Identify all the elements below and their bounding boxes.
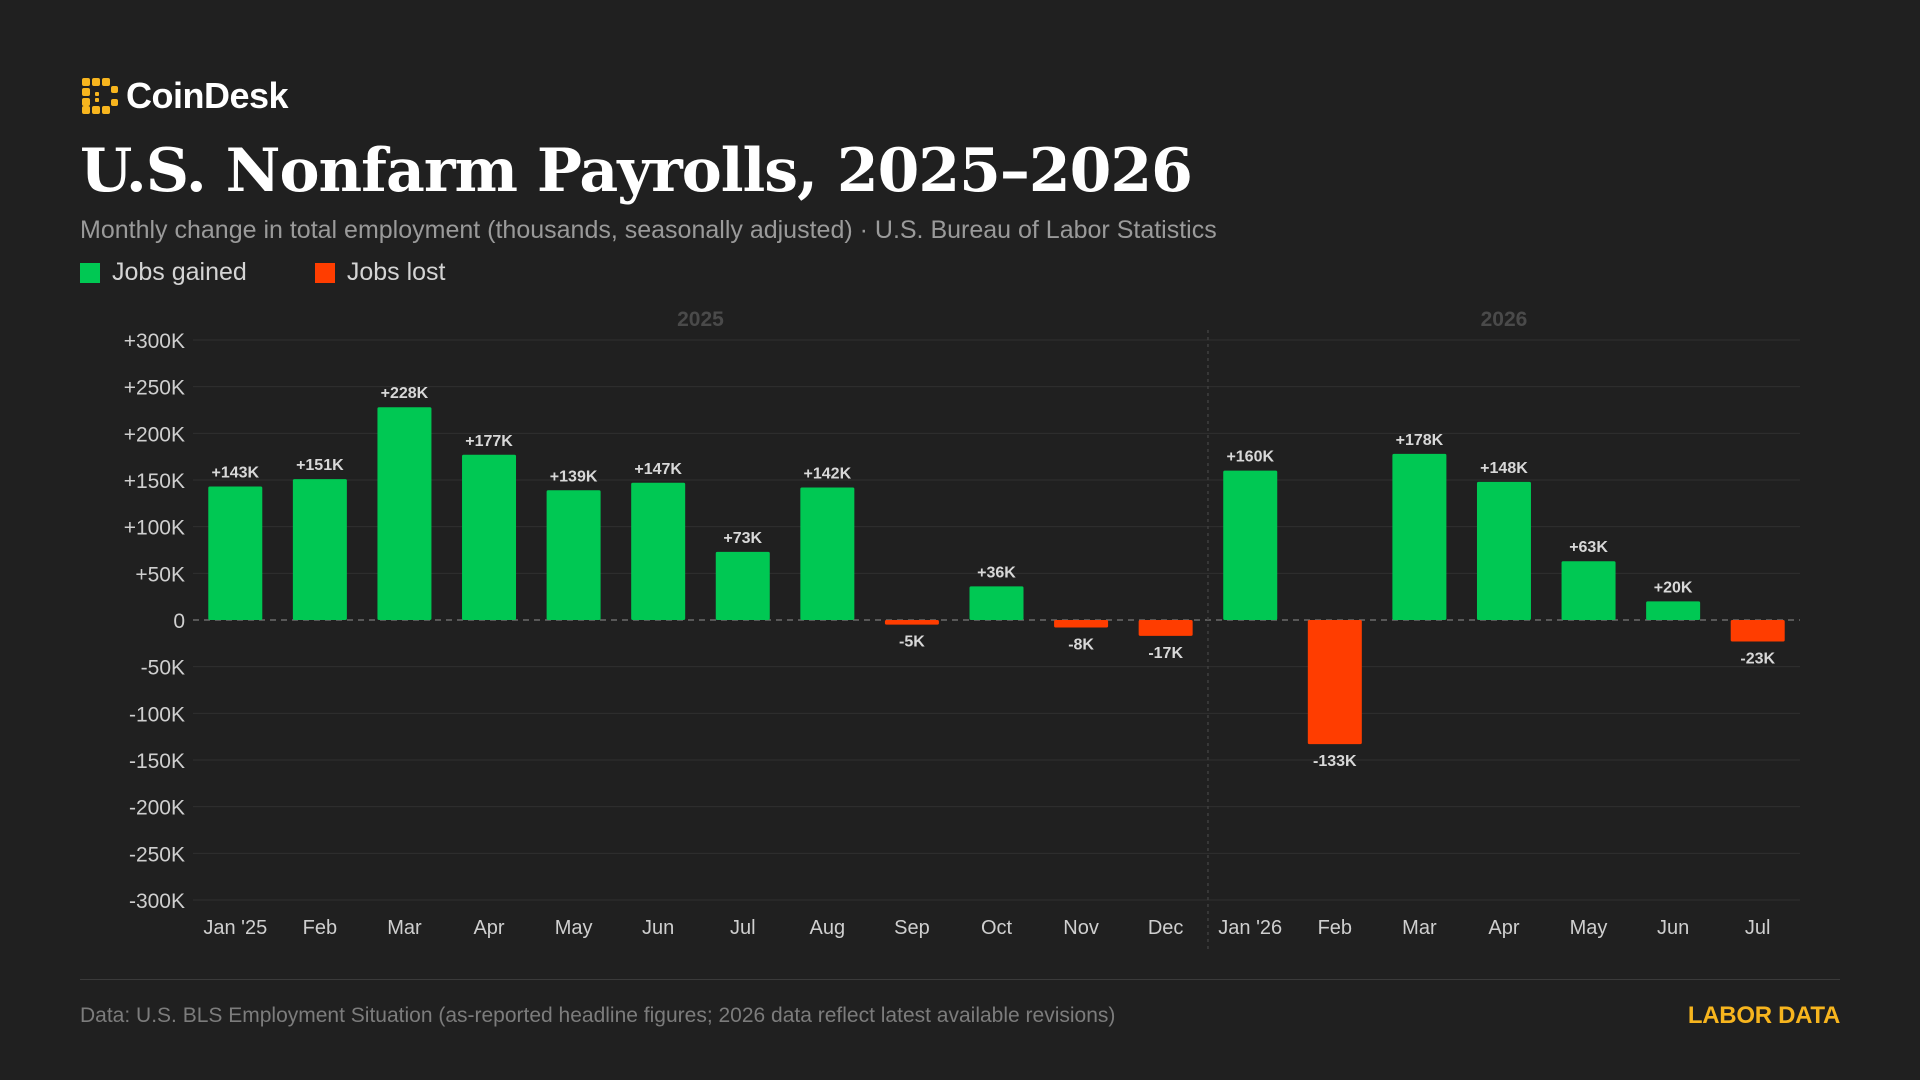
y-tick-label: -300K xyxy=(129,890,185,913)
bar-gain xyxy=(462,454,517,620)
x-tick-label: Dec xyxy=(1148,917,1184,939)
bar-chart: +300K +250K +200K +150K +100K +50K 0 -50K -100K -… xyxy=(124,308,1800,950)
y-tick-label: +300K xyxy=(124,330,185,353)
bar-value-label: +63K xyxy=(1569,539,1608,556)
x-tick-label: Aug xyxy=(810,917,846,939)
bar-value-label: +151K xyxy=(296,457,344,474)
x-tick-label: Nov xyxy=(1063,917,1099,939)
bar-gain xyxy=(546,490,601,620)
year-group-label: 2026 xyxy=(1481,308,1528,331)
legend-label-gained: Jobs gained xyxy=(112,258,247,286)
chart-legend: Jobs gained Jobs lost xyxy=(80,258,514,287)
bar-value-label: -17K xyxy=(1148,645,1183,662)
brand-name: CoinDesk xyxy=(126,75,289,116)
legend-item-gained: Jobs gained xyxy=(80,258,247,287)
x-tick-label: Feb xyxy=(303,917,337,939)
bar-value-label: -5K xyxy=(899,634,925,651)
y-tick-label: -250K xyxy=(129,843,185,866)
y-tick-label: -50K xyxy=(141,657,185,680)
x-tick-label: Apr xyxy=(473,917,504,939)
legend-label-lost: Jobs lost xyxy=(346,258,446,286)
bar-gain xyxy=(969,586,1024,620)
bar-value-label: +36K xyxy=(977,564,1016,581)
y-tick-label: +250K xyxy=(124,377,185,400)
bar-loss xyxy=(884,620,939,625)
data-source-note: Data: U.S. BLS Employment Situation (as-… xyxy=(80,1004,1116,1027)
legend-item-lost: Jobs lost xyxy=(314,258,446,287)
bar-gain xyxy=(1223,470,1278,620)
x-tick-label: Mar xyxy=(387,917,422,939)
footer-divider xyxy=(80,979,1840,980)
bar-gain xyxy=(800,487,855,620)
x-tick-label: Oct xyxy=(981,917,1013,939)
x-tick-label: Mar xyxy=(1402,917,1437,939)
bar-value-label: +160K xyxy=(1226,449,1274,466)
bar-value-label: +148K xyxy=(1480,460,1528,477)
bar-value-label: +177K xyxy=(465,433,513,450)
y-tick-label: 0 xyxy=(173,610,185,633)
y-tick-label: +100K xyxy=(124,517,185,540)
x-tick-label: Jan '25 xyxy=(203,917,267,939)
y-tick-label: +150K xyxy=(124,470,185,493)
bar-gain xyxy=(208,486,263,620)
bar-value-label: +147K xyxy=(634,461,682,478)
bar-gain xyxy=(1646,601,1701,620)
bar-value-label: +142K xyxy=(804,465,852,482)
bar-value-label: +20K xyxy=(1654,579,1693,596)
x-tick-label: May xyxy=(555,917,593,939)
year-group-label: 2025 xyxy=(677,308,724,331)
y-tick-label: -100K xyxy=(129,703,185,726)
x-tick-label: May xyxy=(1570,917,1608,939)
bar-loss xyxy=(1730,620,1785,642)
bar-value-label: +139K xyxy=(550,468,598,485)
bar-gain xyxy=(292,479,347,620)
coindesk-logo-icon xyxy=(82,78,118,114)
bar-value-label: -133K xyxy=(1313,753,1357,770)
bar-value-label: -8K xyxy=(1068,636,1094,653)
bar-gain xyxy=(1476,481,1531,620)
chart-title: U.S. Nonfarm Payrolls, 2025–2026 xyxy=(80,136,1193,206)
bar-value-label: +143K xyxy=(211,465,259,482)
bar-gain xyxy=(1561,561,1616,620)
bar-value-label: +228K xyxy=(381,385,429,402)
x-tick-label: Jul xyxy=(1745,917,1771,939)
y-tick-label: -200K xyxy=(129,797,185,820)
x-tick-label: Apr xyxy=(1488,917,1519,939)
y-tick-label: +50K xyxy=(135,563,185,586)
x-tick-label: Feb xyxy=(1318,917,1352,939)
x-tick-label: Jun xyxy=(642,917,674,939)
y-tick-label: +200K xyxy=(124,423,185,446)
bar-gain xyxy=(377,407,432,620)
x-tick-label: Jan '26 xyxy=(1218,917,1282,939)
bar-value-label: +178K xyxy=(1396,432,1444,449)
brand: CoinDesk xyxy=(80,74,289,118)
x-tick-label: Jun xyxy=(1657,917,1689,939)
bar-value-label: -23K xyxy=(1740,650,1775,667)
bar-value-label: +73K xyxy=(723,530,762,547)
bar-loss xyxy=(1138,620,1193,636)
x-tick-label: Jul xyxy=(730,917,756,939)
bar-loss xyxy=(1307,620,1362,745)
bar-loss xyxy=(1054,620,1109,628)
y-tick-label: -150K xyxy=(129,750,185,773)
bar-gain xyxy=(1392,453,1447,620)
chart-subtitle: Monthly change in total employment (thou… xyxy=(80,216,1217,244)
category-tag: LABOR DATA xyxy=(1687,1002,1840,1029)
bar-gain xyxy=(715,551,770,620)
bar-gain xyxy=(631,482,686,620)
legend-swatch-gained xyxy=(80,262,100,283)
legend-swatch-lost xyxy=(314,262,335,283)
x-tick-label: Sep xyxy=(894,917,930,939)
